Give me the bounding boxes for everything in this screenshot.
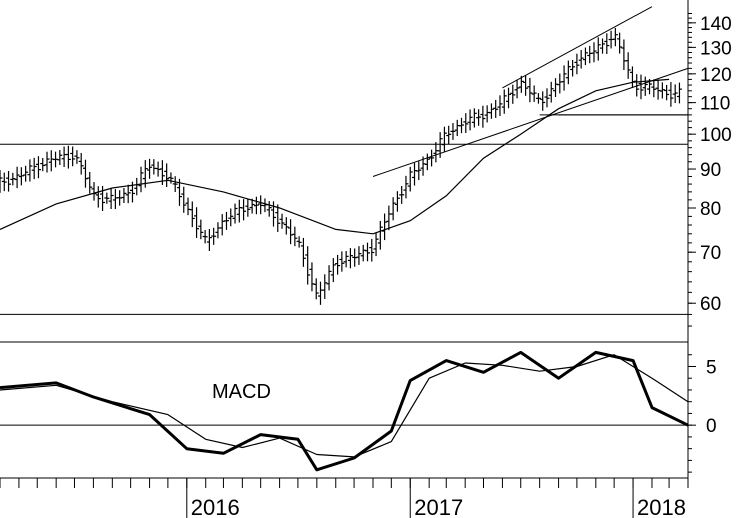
x-tick-label: 2017 [414, 495, 463, 518]
trendline [502, 6, 653, 89]
macd-panel: MACD 5 0 [0, 350, 717, 473]
x-axis: 2016 2017 2018 [0, 477, 689, 518]
macd-signal-line [0, 354, 689, 458]
macd-line [0, 350, 689, 472]
moving-average-line [0, 78, 670, 235]
price-panel: 140 130 120 110 100 90 80 70 60 [0, 0, 732, 478]
price-tick-label: 80 [700, 199, 721, 220]
macd-tick-label: 0 [706, 416, 717, 437]
macd-label: MACD [212, 381, 271, 403]
trendline [372, 67, 689, 177]
x-tick-label: 2016 [191, 495, 240, 518]
price-tick-label: 100 [700, 125, 732, 146]
price-tick-label: 130 [700, 38, 732, 59]
price-tick-label: 70 [700, 243, 721, 264]
x-tick-label: 2018 [637, 495, 686, 518]
price-tick-label: 90 [700, 160, 721, 181]
price-tick-label: 140 [700, 14, 732, 35]
price-tick-label: 110 [700, 94, 730, 115]
macd-tick-label: 5 [706, 357, 717, 378]
price-tick-label: 60 [700, 294, 721, 315]
price-tick-label: 120 [700, 65, 732, 86]
